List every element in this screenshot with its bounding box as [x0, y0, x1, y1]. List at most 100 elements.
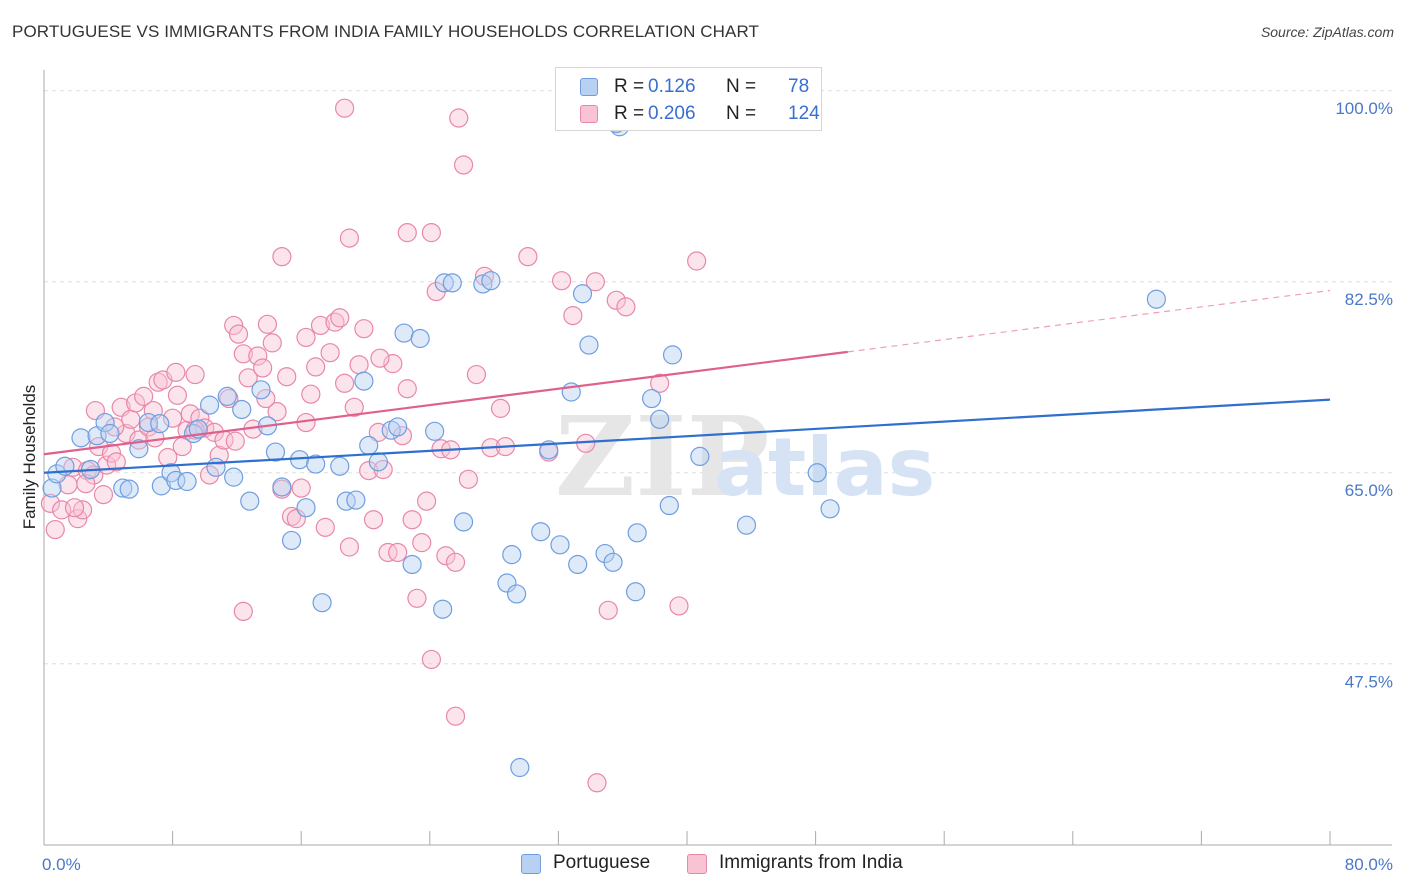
legend-n-label: N = — [726, 76, 757, 97]
india-trendline — [43, 350, 848, 456]
india-point — [257, 314, 278, 334]
portuguese-point — [150, 414, 170, 434]
india-point — [277, 367, 297, 387]
portuguese-point — [502, 545, 522, 565]
india-point — [45, 519, 65, 540]
portuguese-point — [113, 478, 133, 498]
india-point — [349, 355, 369, 375]
portuguese-point — [642, 388, 662, 409]
india-point — [587, 773, 607, 793]
x-tick-label: 0.0% — [42, 855, 81, 874]
portuguese-point — [627, 523, 647, 543]
portuguese-point — [71, 428, 91, 448]
india-point — [233, 601, 253, 622]
portuguese-point — [531, 522, 551, 542]
portuguese-point — [807, 463, 827, 483]
india-point — [449, 108, 469, 128]
india-point — [363, 510, 384, 530]
portuguese-point — [251, 380, 271, 400]
portuguese-point — [579, 335, 599, 355]
india-point — [598, 600, 618, 620]
portuguese-point — [820, 499, 840, 519]
india-point — [233, 344, 253, 364]
portuguese-point — [497, 573, 517, 593]
portuguese-point — [232, 399, 252, 420]
portuguese-trendline — [43, 398, 1331, 474]
portuguese-point — [510, 757, 530, 778]
india-point — [76, 474, 96, 494]
india-point — [416, 491, 437, 511]
india-point — [445, 706, 466, 726]
india-point — [412, 533, 432, 553]
india-point — [606, 290, 626, 310]
india-point — [445, 552, 466, 572]
portuguese-point — [306, 454, 326, 474]
india-point — [106, 452, 126, 472]
points-layer — [40, 98, 1166, 793]
bottom-legend-swatch-portuguese — [521, 854, 541, 874]
india-point — [121, 409, 141, 429]
portuguese-point — [272, 477, 292, 497]
india-point — [134, 386, 154, 406]
legend-n-label: N = — [726, 103, 757, 124]
portuguese-point — [359, 435, 379, 456]
legend-n-value: 78 — [788, 76, 810, 97]
portuguese-point — [650, 409, 670, 429]
india-point — [148, 372, 168, 392]
portuguese-point — [177, 471, 197, 492]
portuguese-point — [199, 395, 220, 415]
portuguese-point — [603, 552, 623, 572]
india-point — [402, 510, 422, 530]
india-point — [421, 223, 442, 243]
india-point — [335, 373, 355, 393]
india-point — [281, 506, 302, 527]
india-point — [669, 596, 689, 616]
india-point — [335, 98, 355, 118]
legend-r-value: 0.206 — [648, 103, 696, 124]
india-point — [296, 327, 316, 348]
portuguese-point — [507, 584, 527, 604]
portuguese-point — [151, 476, 171, 496]
bottom-legend-label: Immigrants from India — [719, 852, 903, 873]
india-point — [238, 368, 258, 388]
india-point — [339, 537, 360, 557]
india-point — [687, 251, 707, 271]
india-point — [585, 272, 605, 292]
india-point — [272, 247, 292, 267]
portuguese-point — [410, 328, 430, 349]
india-point — [286, 509, 306, 529]
portuguese-point — [388, 417, 408, 437]
trend-layer — [43, 289, 1331, 474]
portuguese-point — [240, 491, 260, 511]
india-trendline-projection — [847, 289, 1331, 353]
india-point — [490, 398, 511, 418]
bottom-legend-swatch-india — [687, 854, 707, 874]
portuguese-point — [736, 515, 757, 535]
portuguese-point — [281, 530, 302, 551]
india-point — [40, 493, 61, 513]
portuguese-point — [394, 323, 414, 343]
legend-r-label: R = — [614, 103, 645, 124]
india-point — [339, 228, 360, 248]
india-point — [72, 500, 93, 520]
portuguese-point — [690, 446, 710, 467]
portuguese-point — [442, 273, 462, 293]
india-point — [228, 324, 249, 344]
portuguese-point — [425, 421, 445, 441]
portuguese-point — [296, 498, 316, 518]
stats-legend: R = 0.126 N = 78 R = 0.206 N = 124 — [555, 67, 822, 131]
india-point — [93, 485, 114, 505]
india-point — [199, 465, 220, 485]
india-point — [101, 443, 122, 463]
portuguese-point — [433, 599, 453, 619]
portuguese-point — [434, 273, 454, 293]
legend-swatch-india — [580, 105, 598, 123]
chart-title: PORTUGUESE VS IMMIGRANTS FROM INDIA FAMI… — [12, 22, 760, 41]
axes-layer — [43, 70, 1392, 846]
portuguese-point — [129, 439, 149, 459]
portuguese-point — [550, 535, 570, 555]
x-tick-label: 80.0% — [1345, 855, 1393, 874]
india-point — [126, 393, 146, 413]
portuguese-point — [95, 412, 115, 433]
